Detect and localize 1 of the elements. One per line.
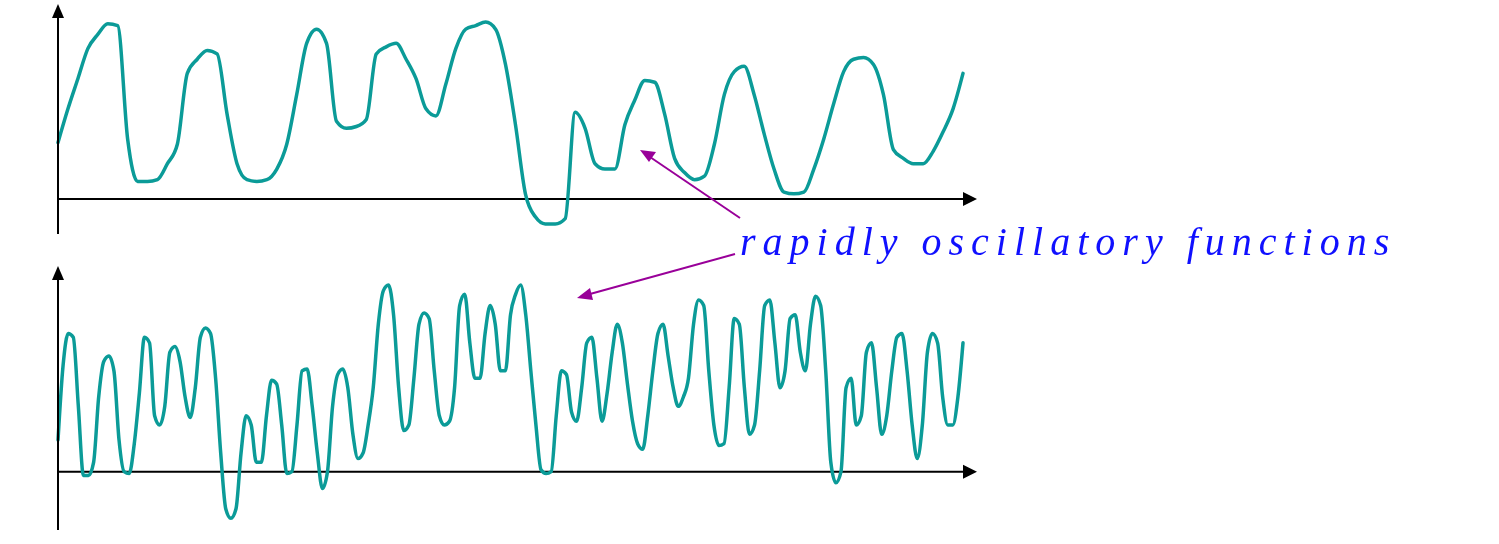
annotation: rapidly oscillatory functions (740, 218, 1397, 265)
